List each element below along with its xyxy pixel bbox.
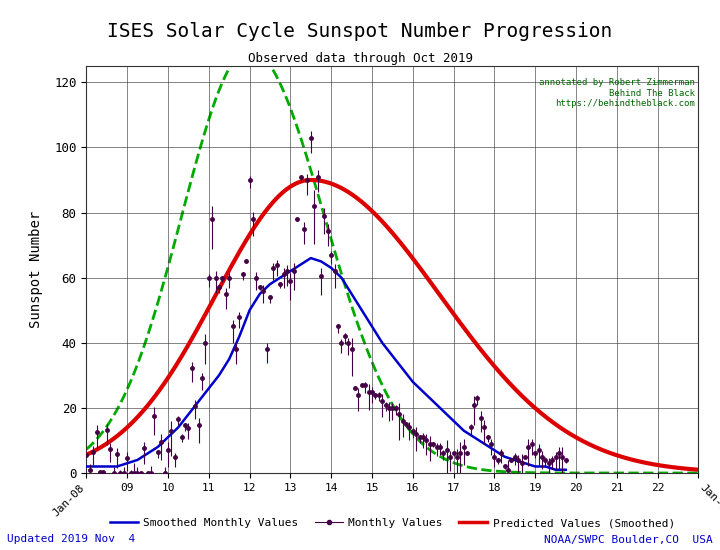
Y-axis label: Sunspot Number: Sunspot Number — [29, 211, 43, 328]
Text: ISES Solar Cycle Sunspot Number Progression: ISES Solar Cycle Sunspot Number Progress… — [107, 22, 613, 41]
Text: annotated by Robert Zimmerman
Behind The Black
https://behindtheblack.com: annotated by Robert Zimmerman Behind The… — [539, 78, 696, 108]
Text: Updated 2019 Nov  4: Updated 2019 Nov 4 — [7, 535, 135, 544]
Text: NOAA/SWPC Boulder,CO  USA: NOAA/SWPC Boulder,CO USA — [544, 535, 713, 544]
Text: Observed data through Oct 2019: Observed data through Oct 2019 — [248, 52, 472, 65]
Legend: Smoothed Monthly Values, Monthly Values, Predicted Values (Smoothed): Smoothed Monthly Values, Monthly Values,… — [105, 514, 680, 532]
